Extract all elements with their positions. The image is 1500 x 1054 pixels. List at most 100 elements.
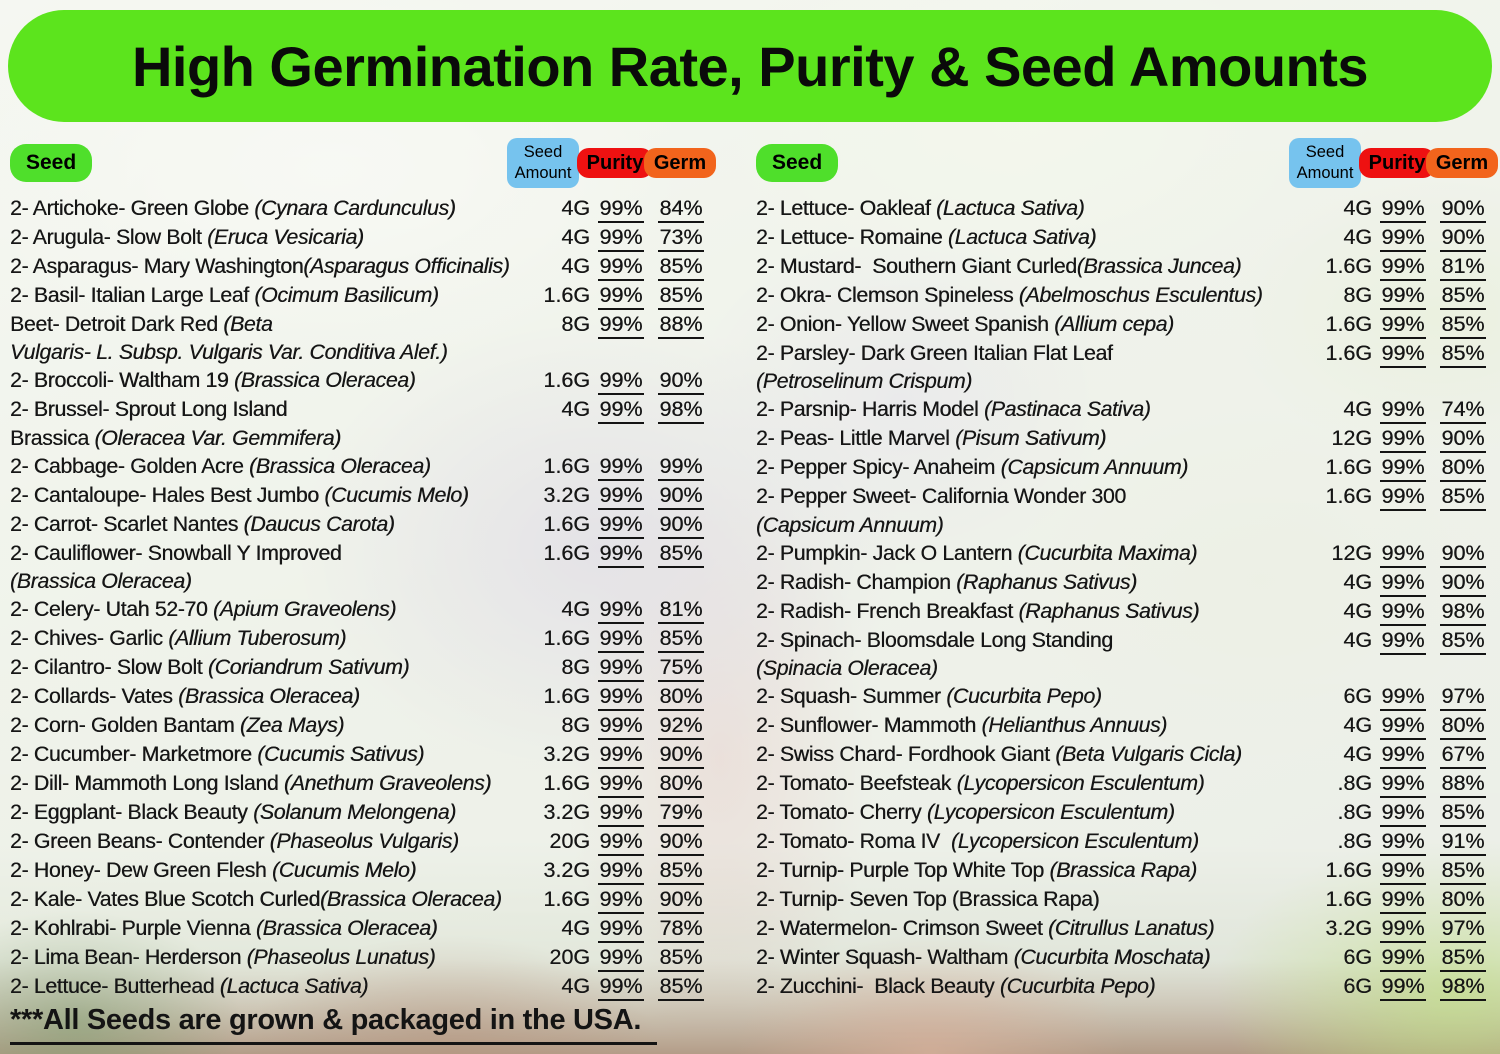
purity-value: 99% [594,252,648,281]
seed-name: 2- Celery- Utah 52-70 (Apium Graveolens) [10,597,397,622]
purity-value: 99% [1376,395,1430,425]
purity-value: 99% [1376,281,1430,310]
seed-name: 2- Cantaloupe- Hales Best Jumbo (Cucumis… [10,482,469,507]
table-row: 2- Basil- Italian Large Leaf (Ocimum Bas… [10,281,710,310]
germ-value: 79% [652,798,710,828]
germ-value: 81% [1434,252,1492,281]
table-row: 2- Celery- Utah 52-70 (Apium Graveolens)… [10,595,710,625]
table-row: 2- Cucumber- Marketmore (Cucumis Sativus… [10,740,710,770]
purity-value: 99% [594,914,648,944]
germ-value: 80% [1434,711,1492,741]
germ-value: 84% [652,194,710,223]
table-row: 2- Collards- Vates (Brassica Oleracea) 1.… [10,682,710,712]
seed-rows-right: 2- Lettuce- Oakleaf (Lactuca Sativa) 4G 99… [756,194,1492,1002]
purity-value: 99% [1376,482,1430,512]
seed-amount: 1.6G [543,626,590,651]
purity-value: 99% [594,827,648,857]
seed-name: 2- Pepper Sweet- California Wonder 300 (C… [756,484,1126,537]
seed-name: 2- Parsley- Dark Green Italian Flat Leaf… [756,341,1113,394]
seed-amount: 1.6G [1325,341,1372,365]
purity-value: 99% [1376,827,1430,857]
table-row: 2- Tomato- Cherry (Lycopersicon Esculent… [756,798,1492,828]
seed-amount: 1.6G [543,453,590,478]
seed-amount: 12G [1331,426,1372,451]
table-row: 2- Chives- Garlic (Allium Tuberosum) 1.6G… [10,624,710,654]
germ-value: 97% [1434,682,1492,712]
seed-name: 2- Broccoli- Waltham 19 (Brassica Olerac… [10,368,416,393]
seed-name: 2- Watermelon- Crimson Sweet (Citrullus … [756,916,1215,941]
table-row: 2- Lima Bean- Herderson (Phaseolus Lunat… [10,943,710,973]
seed-name: 2- Okra- Clemson Spineless (Abelmoschus … [756,283,1263,307]
seed-name: 2- Cabbage- Golden Acre (Brassica Olerac… [10,453,431,478]
germ-value: 85% [652,252,710,281]
germ-value: 88% [652,310,710,339]
seed-name: 2- Lettuce- Oakleaf (Lactuca Sativa) [756,196,1085,220]
seed-name: 2- Cucumber- Marketmore (Cucumis Sativus… [10,742,425,767]
seed-name: 2- Squash- Summer (Cucurbita Pepo) [756,684,1102,709]
seed-amount: .8G [1337,829,1372,854]
seed-amount: 6G [1343,684,1372,709]
seed-name: 2- Cilantro- Slow Bolt (Coriandrum Sativ… [10,655,410,680]
seed-name: 2- Winter Squash- Waltham (Cucurbita Mos… [756,945,1211,970]
purity-value: 99% [594,711,648,741]
germ-value: 90% [1434,539,1492,568]
seed-name: 2- Collards- Vates (Brassica Oleracea) [10,684,360,709]
seed-amount: 1.6G [543,283,590,307]
seed-name: 2- Honey- Dew Green Flesh (Cucumis Melo) [10,858,417,883]
germ-value: 90% [652,366,710,396]
table-row: Beet- Detroit Dark Red (Beta Vulgaris- L.… [10,310,710,366]
purity-column-header: Purity [1358,148,1436,178]
table-row: 2- Cabbage- Golden Acre (Brassica Olerac… [10,452,710,481]
purity-value: 99% [1376,711,1430,741]
seed-name: 2- Onion- Yellow Sweet Spanish (Allium c… [756,312,1174,336]
seed-name: 2- Lima Bean- Herderson (Phaseolus Lunat… [10,945,436,970]
table-row: 2- Pumpkin- Jack O Lantern (Cucurbita Ma… [756,539,1492,568]
seed-amount: 4G [561,916,590,941]
purity-value: 99% [594,653,648,683]
germ-value: 98% [652,395,710,425]
table-row: 2- Pepper Sweet- California Wonder 300 (C… [756,482,1492,538]
table-row: 2- Watermelon- Crimson Sweet (Citrullus … [756,914,1492,944]
table-row: 2- Brussel- Sprout Long Island Brassica (… [10,395,710,451]
purity-value: 99% [1376,769,1430,799]
seed-amount: 4G [1343,569,1372,594]
seed-name: 2- Dill- Mammoth Long Island (Anethum Gr… [10,771,492,796]
seed-column-header: Seed [756,144,839,182]
seed-amount: 4G [1343,713,1372,738]
seed-amount: 8G [561,713,590,738]
germ-value: 80% [1434,885,1492,915]
seed-amount: 4G [561,397,590,422]
germ-value: 67% [1434,740,1492,770]
germ-value: 90% [652,481,710,510]
germ-value: 91% [1434,827,1492,857]
seed-table: Seed Seed Amount Purity Germ 2- Artichoke… [10,136,1499,1002]
seed-amount: 4G [1343,742,1372,767]
germ-value: 78% [652,914,710,944]
purity-value: 99% [1376,194,1430,223]
table-row: 2- Cantaloupe- Hales Best Jumbo (Cucumis… [10,481,710,510]
table-row: 2- Parsley- Dark Green Italian Flat Leaf… [756,339,1492,395]
seed-amount: 1.6G [1325,455,1372,480]
purity-value: 99% [594,452,648,481]
seed-name: 2- Basil- Italian Large Leaf (Ocimum Bas… [10,283,439,307]
purity-value: 99% [594,510,648,539]
purity-value: 99% [594,223,648,252]
germ-value: 80% [1434,453,1492,483]
germ-value: 85% [652,972,710,1002]
table-row: 2- Cilantro- Slow Bolt (Coriandrum Sativ… [10,653,710,683]
purity-value: 99% [1376,310,1430,339]
seed-table-column-left: Seed Seed Amount Purity Germ 2- Artichoke… [10,136,717,1002]
purity-column-header: Purity [576,148,654,178]
seed-name: 2- Lettuce- Romaine (Lactuca Sativa) [756,225,1097,249]
germ-value: 85% [652,943,710,973]
table-row: 2- Radish- Champion (Raphanus Sativus) 4G… [756,568,1492,597]
table-row: 2- Artichoke- Green Globe (Cynara Cardun… [10,194,710,223]
seed-name: 2- Zucchini- Black Beauty (Cucurbita Pep… [756,974,1156,999]
purity-value: 99% [1376,943,1430,973]
table-row: 2- Radish- French Breakfast (Raphanus Sa… [756,597,1492,626]
germ-value: 98% [1434,597,1492,626]
germ-value: 81% [652,595,710,625]
germ-value: 99% [652,452,710,481]
purity-value: 99% [594,769,648,799]
